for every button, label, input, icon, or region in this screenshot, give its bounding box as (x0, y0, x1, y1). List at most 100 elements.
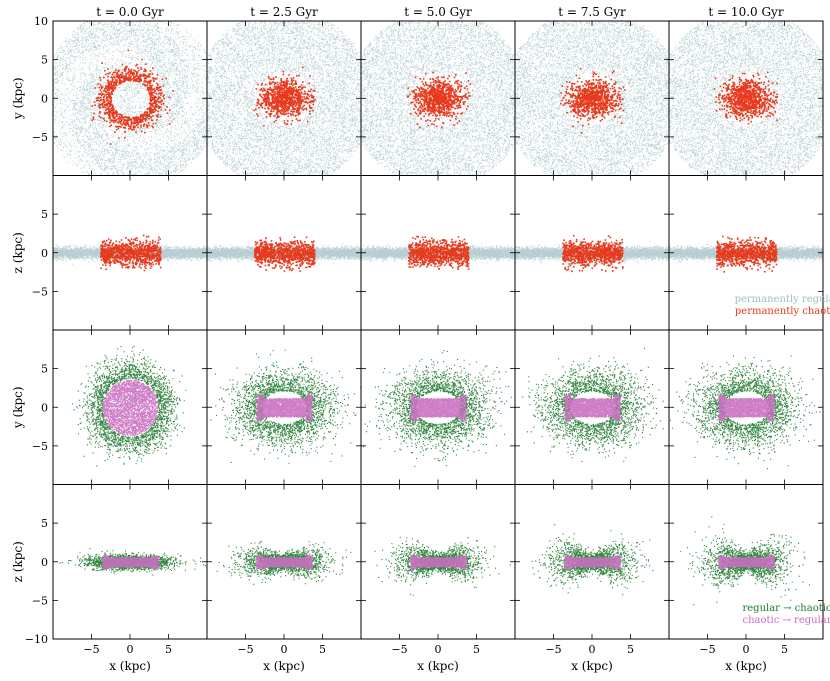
panel-r0-c2 (361, 21, 516, 176)
panel-data (532, 524, 654, 595)
chaotic-to-regular-points (410, 394, 467, 421)
y-tick-label: 0 (41, 92, 48, 105)
x-tick-label: 0 (743, 643, 750, 656)
x-tick-label: −5 (391, 643, 407, 656)
x-tick-label: 0 (281, 643, 288, 656)
y-tick-label: 5 (41, 54, 48, 67)
panel-data (669, 21, 824, 176)
legend-entry: permanently regular (735, 294, 830, 305)
y-tick-label: 5 (41, 363, 48, 376)
panel-r2-c3 (515, 330, 669, 485)
x-tick-label: −5 (545, 643, 561, 656)
chaotic-to-regular-points (410, 555, 467, 569)
panel-data (72, 346, 187, 467)
panel-r0-c4 (669, 21, 824, 176)
permanently-chaotic-points (562, 235, 624, 272)
y-tick-label: −5 (32, 594, 48, 607)
legend-entry: permanently chaotic (735, 306, 830, 317)
panel-data (515, 235, 670, 272)
y-axis-label: z (kpc) (11, 232, 25, 273)
column-titles: t = 0.0 Gyr t = 2.5 Gyr t = 5.0 Gyr t = 7.5… (96, 5, 784, 19)
permanently-chaotic-points (407, 72, 471, 129)
panel-data (361, 21, 516, 176)
panel-data (515, 21, 670, 176)
panel-data (217, 541, 352, 585)
panel-data (680, 516, 810, 605)
x-axis-label: x (kpc) (725, 659, 767, 673)
y-tick-label: 0 (41, 247, 48, 260)
legend-entry: chaotic → regular (742, 615, 830, 626)
x-tick-label: 0 (127, 643, 134, 656)
chaotic-to-regular-marks (256, 394, 313, 421)
x-tick-label: 5 (319, 643, 326, 656)
panel-r2-c4 (669, 330, 823, 485)
panel-r1-c2 (361, 176, 516, 331)
x-tick-label: 0 (589, 643, 596, 656)
panel-r2-c1 (207, 330, 361, 485)
panel-data (53, 21, 208, 176)
panel-data (207, 21, 362, 176)
permanently-chaotic-points (716, 236, 778, 273)
y-tick-label: 5 (41, 517, 48, 530)
panel-r1-c3 (515, 176, 670, 331)
x-axis-label: x (kpc) (571, 659, 613, 673)
panel-data (53, 235, 208, 272)
permanently-chaotic-marks (716, 236, 778, 273)
x-axis-label: x (kpc) (263, 659, 305, 673)
chaotic-to-regular-points (564, 555, 621, 569)
panel-r2-c2 (361, 330, 515, 485)
permanently-regular-points (53, 21, 208, 176)
panel-r3-c1 (207, 485, 361, 640)
permanently-chaotic-marks (714, 72, 778, 125)
x-tick-label: 0 (435, 643, 442, 656)
panel-r0-c0 (53, 21, 208, 176)
panel-data (363, 350, 512, 467)
panel-data (522, 348, 664, 462)
y-tick-label: 0 (41, 556, 48, 569)
panel-r0-c1 (207, 21, 362, 176)
permanently-chaotic-points (714, 72, 778, 125)
permanently-regular-marks (53, 21, 208, 176)
y-axis-label: z (kpc) (11, 541, 25, 582)
x-tick-label: 5 (627, 643, 634, 656)
y-axis-label: y (kpc) (11, 77, 25, 120)
x-tick-label: 5 (165, 643, 172, 656)
panel-r1-c1 (207, 176, 362, 331)
panel-data (669, 236, 824, 273)
x-axis-label: x (kpc) (417, 659, 459, 673)
permanently-chaotic-marks (407, 72, 471, 129)
panel-data (207, 236, 362, 272)
permanently-chaotic-marks (562, 235, 624, 272)
x-tick-label: 5 (473, 643, 480, 656)
panel-r2-c0 (53, 330, 207, 485)
panel-r3-c0 (53, 485, 207, 640)
x-tick-label: −5 (699, 643, 715, 656)
legend-entry: regular → chaotic (742, 603, 830, 614)
y-tick-label: −5 (32, 440, 48, 453)
panel-data (361, 236, 516, 270)
x-axis-labels: −5 0 5 x (kpc) −5 0 5 x (kpc) −5 0 5 x (kpc) −5 0 5 x (… (83, 643, 788, 673)
column-title: t = 5.0 Gyr (404, 5, 472, 19)
y-axis-label: y (kpc) (11, 386, 25, 429)
regular-to-chaotic-points (72, 346, 187, 467)
panel-r3-c3 (515, 485, 669, 640)
column-title: t = 10.0 Gyr (708, 5, 783, 19)
column-title: t = 2.5 Gyr (250, 5, 318, 19)
y-tick-label: −5 (32, 285, 48, 298)
panel-data (670, 355, 821, 469)
y-tick-label: 0 (41, 401, 48, 414)
x-tick-label: −5 (237, 643, 253, 656)
regular-to-chaotic-marks (72, 346, 187, 467)
chaotic-to-regular-points (103, 380, 159, 437)
column-title: t = 0.0 Gyr (96, 5, 164, 19)
chaotic-to-regular-points (256, 394, 313, 421)
x-tick-label: −5 (83, 643, 99, 656)
y-tick-label: 5 (41, 208, 48, 221)
chaotic-to-regular-marks (410, 555, 467, 569)
panel-data (210, 350, 361, 464)
x-tick-label: 5 (781, 643, 788, 656)
panel-r1-c0 (53, 176, 208, 331)
